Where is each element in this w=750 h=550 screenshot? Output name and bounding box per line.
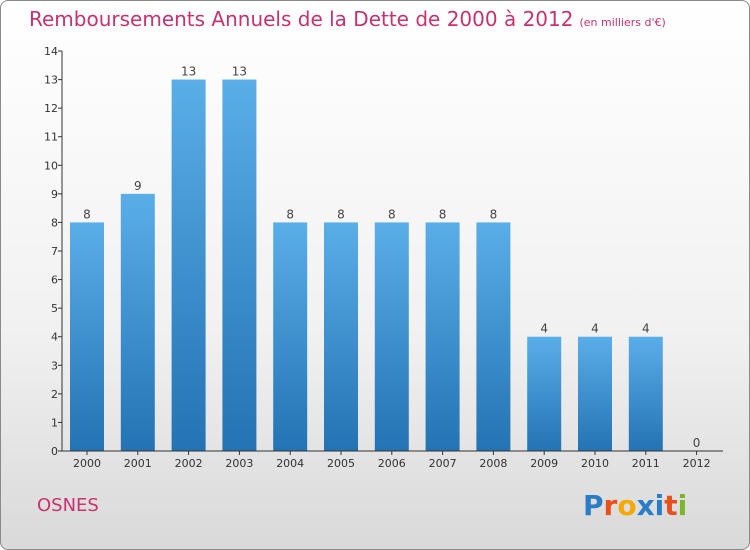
bar (120, 193, 155, 451)
bar (476, 222, 511, 451)
y-tick-label: 9 (51, 188, 58, 201)
y-tick-label: 14 (44, 45, 58, 58)
logo-letter: o (617, 489, 637, 522)
data-label: 9 (134, 179, 142, 193)
x-tick-label: 2008 (479, 457, 507, 470)
y-tick-label: 3 (51, 359, 58, 372)
x-tick-label: 2010 (581, 457, 609, 470)
logo-letter: i (677, 489, 688, 522)
bar (374, 222, 409, 451)
logo-letter: x (636, 489, 655, 522)
bar (425, 222, 460, 451)
x-tick-label: 2002 (175, 457, 203, 470)
data-label: 13 (232, 65, 247, 79)
logo-letter: r (603, 489, 618, 522)
data-label: 8 (83, 207, 91, 221)
city-name: OSNES (37, 495, 99, 516)
x-tick-label: 2009 (530, 457, 558, 470)
bar (578, 336, 612, 451)
x-tick-label: 2000 (73, 457, 101, 470)
y-tick-label: 12 (44, 102, 58, 115)
x-tick-label: 2006 (378, 457, 406, 470)
chart-title: Remboursements Annuels de la Dette de 20… (29, 7, 666, 31)
y-tick-label: 0 (51, 445, 58, 458)
y-tick-label: 5 (51, 302, 58, 315)
bar (527, 336, 562, 451)
x-tick-label: 2001 (124, 457, 152, 470)
data-label: 8 (286, 207, 294, 221)
x-tick-label: 2012 (683, 457, 711, 470)
bar (171, 79, 206, 452)
chart-unit: (en milliers d'€) (579, 16, 666, 29)
bar (324, 222, 358, 451)
data-label: 8 (490, 207, 498, 221)
bar (222, 79, 257, 452)
y-tick-label: 11 (44, 131, 58, 144)
bar (628, 336, 663, 451)
x-tick-label: 2003 (225, 457, 253, 470)
x-tick-label: 2007 (429, 457, 457, 470)
logo-letter: P (583, 489, 604, 522)
y-tick-label: 8 (51, 216, 58, 229)
bar (70, 222, 104, 451)
y-tick-label: 1 (51, 416, 58, 429)
y-tick-label: 13 (44, 74, 58, 87)
data-label: 8 (439, 207, 447, 221)
y-tick-label: 2 (51, 388, 58, 401)
proxiti-logo: Proxiti (583, 489, 687, 522)
x-tick-label: 2011 (632, 457, 660, 470)
y-tick-label: 10 (44, 159, 58, 172)
logo-letter: i (654, 489, 665, 522)
data-label: 8 (388, 207, 396, 221)
data-label: 13 (181, 65, 196, 79)
chart-title-text: Remboursements Annuels de la Dette de 20… (29, 7, 574, 31)
y-tick-label: 4 (51, 331, 58, 344)
data-label: 4 (540, 322, 548, 336)
bar (273, 222, 308, 451)
y-tick-label: 7 (51, 245, 58, 258)
data-label: 0 (693, 436, 701, 450)
logo-letter: t (664, 489, 678, 522)
data-label: 4 (591, 322, 599, 336)
x-tick-label: 2005 (327, 457, 355, 470)
bars-group: 8 9 13 13 8 8 8 8 8 4 4 4 0 (70, 65, 701, 452)
y-tick-label: 6 (51, 274, 58, 287)
data-label: 8 (337, 207, 345, 221)
x-tick-label: 2004 (276, 457, 304, 470)
data-label: 4 (642, 322, 650, 336)
